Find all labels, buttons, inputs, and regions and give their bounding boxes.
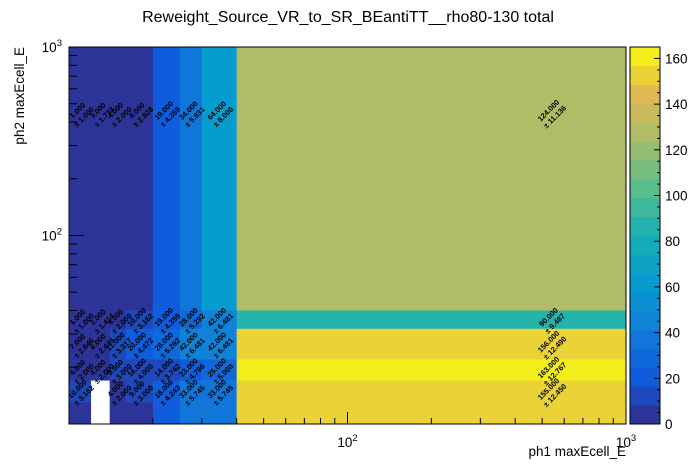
color-scale-label: 160 [665, 51, 688, 66]
heatmap-cell [69, 47, 92, 311]
heatmap-cell [91, 47, 111, 311]
chart-title: Reweight_Source_VR_to_SR_BEantiTT__rho80… [142, 9, 554, 26]
color-scale-band [630, 103, 660, 123]
heatmap-cell [179, 328, 203, 360]
heatmap-cell [236, 310, 627, 330]
x-tick-label: 103 [616, 433, 636, 450]
heatmap-cell [152, 359, 181, 381]
heatmap-cell [69, 328, 92, 360]
color-scale-band [630, 292, 660, 312]
heatmap-cell [109, 47, 127, 311]
heatmap-cell [152, 47, 181, 311]
heatmap-cells [69, 47, 627, 425]
color-scale-band [630, 47, 660, 67]
heatmap-cell [201, 402, 238, 425]
heatmap-cell [109, 310, 127, 330]
heatmap-cell [91, 310, 111, 330]
heatmap-cell [201, 359, 238, 381]
heatmap-cell [179, 47, 203, 311]
color-scale-frame [629, 46, 661, 425]
color-scale-label: 40 [665, 326, 680, 341]
heatmap-cell [69, 380, 92, 403]
color-scale-band [630, 235, 660, 255]
color-scale-band [630, 273, 660, 293]
color-scale-bar: 0 20 40 60 80 100 120 140 160 [629, 46, 688, 432]
heatmap-cell [91, 402, 111, 425]
heatmap-cell [109, 359, 127, 381]
color-scale-band [630, 122, 660, 142]
color-scale-label: 140 [665, 97, 688, 112]
heatmap-cell [236, 402, 627, 425]
heatmap-cell [125, 47, 154, 311]
heatmap-cell [125, 359, 154, 381]
color-scale-band [630, 178, 660, 199]
color-scale-band [630, 254, 660, 274]
color-scale-band [630, 348, 660, 368]
heatmap-cell [91, 380, 111, 403]
heatmap-cell [109, 328, 127, 360]
color-scale-label: 60 [665, 280, 680, 295]
heatmap-cell [236, 47, 627, 311]
heatmap-cell [179, 402, 203, 425]
heatmap-cell [125, 380, 154, 403]
y-tick-label: 102 [42, 227, 62, 244]
heatmap-cell [201, 328, 238, 360]
color-scale-band [630, 329, 660, 349]
color-scale-band [630, 367, 660, 387]
heatmap-cell [179, 359, 203, 381]
heatmap-cell [125, 310, 154, 330]
color-scale-label: 0 [665, 417, 673, 432]
heatmap-cell [69, 359, 92, 381]
heatmap-cell [201, 47, 238, 311]
color-scale-band [630, 141, 660, 161]
color-scale-band [630, 405, 660, 425]
heatmap-cell [69, 402, 92, 425]
x-axis: 102 103 [152, 412, 636, 450]
heatmap-cell [179, 310, 203, 330]
heatmap-cell [236, 380, 627, 403]
heatmap-cell [125, 328, 154, 360]
x-axis-label: ph1 maxEcell_E [528, 444, 626, 459]
heatmap-cell [236, 359, 627, 381]
heatmap-cell [236, 328, 627, 360]
heatmap-cell [179, 380, 203, 403]
heatmap-cell [109, 402, 127, 425]
color-scale-label: 120 [665, 143, 688, 158]
color-scale-band [630, 216, 660, 236]
color-scale-band [630, 197, 660, 218]
heatmap-cell [152, 380, 181, 403]
heatmap-cell [91, 328, 111, 360]
color-scale-label: 100 [665, 189, 688, 204]
heatmap-cell [109, 380, 127, 403]
heatmap-cell [91, 359, 111, 381]
heatmap-cell [69, 310, 92, 330]
x-tick-label: 102 [337, 433, 357, 450]
heatmap-cell [152, 328, 181, 360]
color-scale-band [630, 310, 660, 331]
heatmap-cell [201, 310, 238, 330]
y-tick-label: 103 [42, 38, 62, 55]
color-scale-label: 20 [665, 371, 680, 386]
color-scale-label: 80 [665, 234, 680, 249]
heatmap-cell [125, 402, 154, 425]
heatmap-cell [152, 402, 181, 425]
color-scale-band [630, 84, 660, 104]
y-axis-label: ph2 maxEcell_E [12, 47, 27, 145]
heatmap-cell [201, 380, 238, 403]
heatmap-cell [152, 310, 181, 330]
color-scale-band [630, 65, 660, 86]
y-axis: 102 103 [42, 38, 84, 368]
color-scale-band [630, 386, 660, 406]
color-scale-band [630, 160, 660, 180]
